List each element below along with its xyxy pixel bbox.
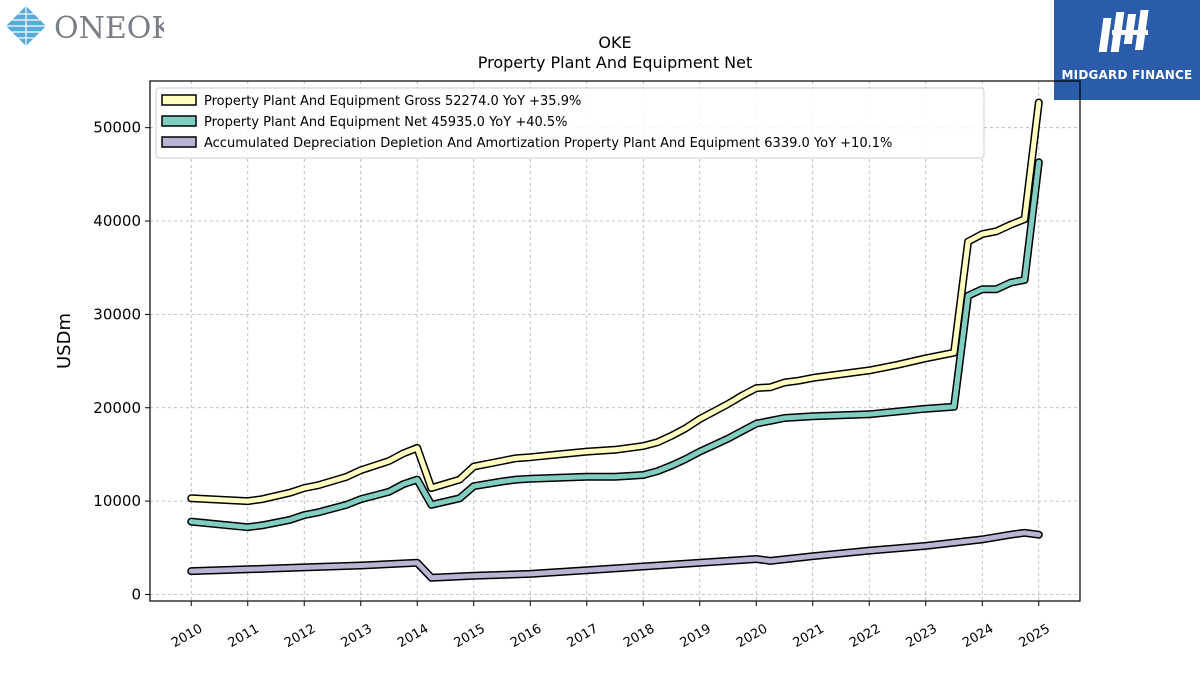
x-tick-label: 2012 <box>282 621 318 651</box>
series-layer <box>187 98 1043 582</box>
legend-box <box>155 87 985 159</box>
oneok-logo-graphic: ONEOK <box>6 6 174 46</box>
x-tick-label: 2018 <box>621 621 657 651</box>
series-line <box>188 159 1042 530</box>
y-tick-label: 30000 <box>93 305 141 323</box>
series-2 <box>187 158 1043 532</box>
legend-entry: Accumulated Depreciation Depletion And A… <box>204 136 892 151</box>
series-line <box>188 100 1042 504</box>
series-1 <box>187 98 1043 506</box>
oneok-logo-text: ONEOK <box>54 11 164 46</box>
series-3 <box>187 528 1043 582</box>
chart-title: OKE <box>598 33 631 52</box>
plot-frame <box>149 80 1081 602</box>
series-line-outline <box>187 158 1043 532</box>
legend-entry: Property Plant And Equipment Net 45935.0… <box>204 115 568 130</box>
x-tick-label: 2010 <box>169 621 205 651</box>
legend-entry: Property Plant And Equipment Gross 52274… <box>204 94 581 109</box>
x-tick-label: 2014 <box>395 621 431 651</box>
x-tick-label: 2011 <box>226 621 262 651</box>
x-tick-label: 2024 <box>960 621 996 651</box>
x-tick-label: 2017 <box>565 621 601 651</box>
y-tick-label: 50000 <box>93 119 141 137</box>
x-tick-label: 2022 <box>847 621 883 651</box>
chart-subtitle: Property Plant And Equipment Net <box>478 53 753 72</box>
y-tick-label: 20000 <box>93 399 141 417</box>
midgard-emblem-icon <box>1098 10 1149 52</box>
legend-swatch <box>161 136 197 148</box>
x-tick-label: 2019 <box>678 621 714 651</box>
x-axis: 2010 2011 2012 2013 2014 2015 2016 2017 2018 2019… <box>169 601 1053 651</box>
x-tick-label: 2016 <box>508 621 544 651</box>
series-line-outline <box>187 98 1043 506</box>
oneok-diamond-icon <box>6 6 46 46</box>
x-tick-label: 2013 <box>339 621 375 651</box>
x-tick-label: 2015 <box>452 621 488 651</box>
x-tick-label: 2021 <box>791 621 827 651</box>
midgard-logo-text: MIDGARD FINANCE <box>1061 68 1193 82</box>
midgard-finance-logo: MIDGARD FINANCE <box>1054 0 1200 100</box>
x-tick-label: 2023 <box>904 621 940 651</box>
x-tick-label: 2025 <box>1017 621 1053 651</box>
y-tick-label: 10000 <box>93 492 141 510</box>
y-axis-label: USDm <box>54 313 75 369</box>
y-tick-label: 0 <box>131 585 141 603</box>
legend-swatch <box>161 115 197 127</box>
legend: Property Plant And Equipment Gross 52274… <box>155 87 985 159</box>
series-line <box>188 530 1042 581</box>
series-line-outline <box>187 528 1043 582</box>
x-tick-label: 2020 <box>734 621 770 651</box>
y-axis: 0 10000 20000 30000 40000 50000 <box>93 119 150 603</box>
legend-swatch <box>161 94 197 106</box>
y-tick-label: 40000 <box>93 212 141 230</box>
oneok-logo: ONEOK <box>4 4 174 50</box>
